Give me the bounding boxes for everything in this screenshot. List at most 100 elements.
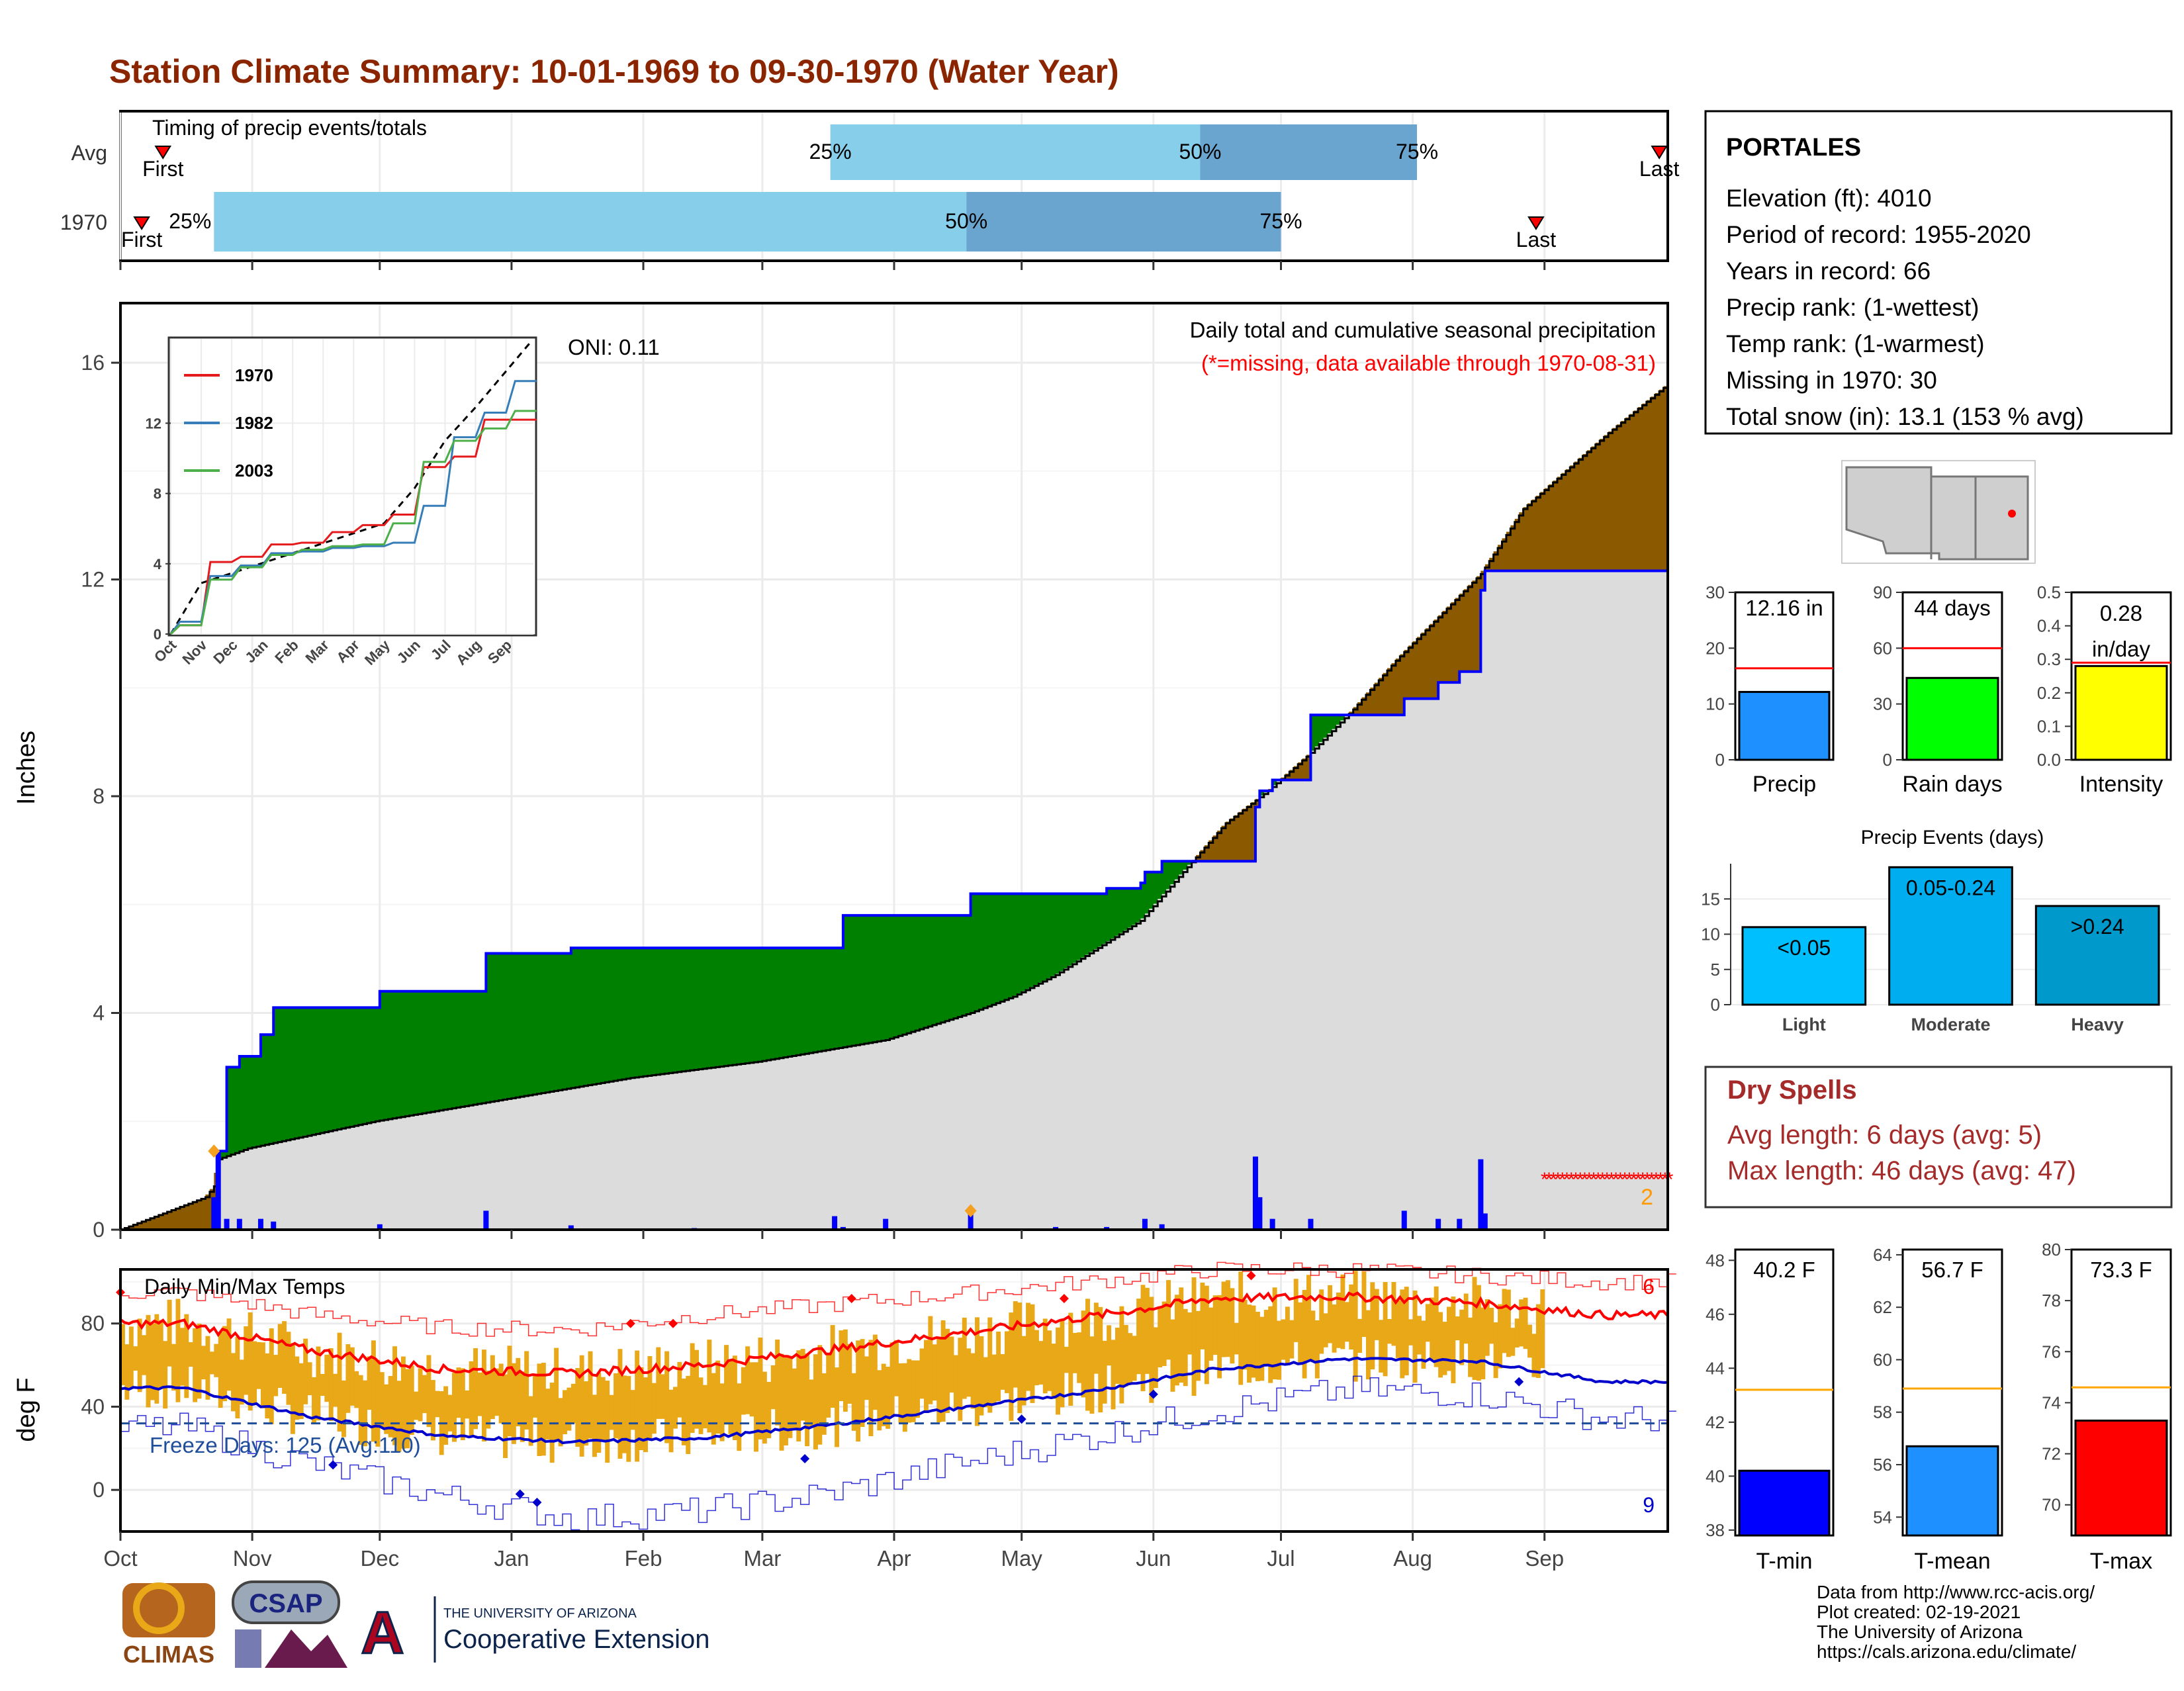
cumulative-diff-fill [1625, 417, 1630, 571]
daily-precip-bar [1104, 1226, 1110, 1230]
cumulative-diff-fill [503, 953, 508, 1099]
credits: Data from http://www.rcc-acis.org/ Plot … [1817, 1582, 2095, 1662]
csap-logo: CSAP [232, 1580, 347, 1668]
cumulative-diff-fill [1374, 682, 1379, 715]
cumulative-diff-fill [1451, 602, 1456, 683]
cumulative-diff-fill [345, 1007, 351, 1128]
cumulative-diff-fill [1633, 410, 1639, 571]
cumulative-diff-fill [584, 948, 589, 1086]
cumulative-base-fill [715, 1066, 721, 1230]
record-low-marker [1514, 1377, 1524, 1387]
daily-temp-bar [154, 1314, 159, 1404]
daily-temp-bar [1140, 1285, 1146, 1392]
temp-bar-tick-label: 42 [1706, 1412, 1725, 1432]
cumulative-diff-fill [1140, 883, 1146, 919]
cumulative-base-fill [282, 1140, 287, 1230]
cumulative-base-fill [605, 1081, 610, 1230]
cumulative-diff-fill [1085, 893, 1091, 955]
missing-day-marker: * [1657, 1169, 1664, 1191]
cumulative-diff-fill [533, 953, 538, 1095]
cumulative-base-fill [1081, 957, 1086, 1230]
daily-temp-bar [349, 1347, 355, 1406]
daily-temp-bar [932, 1344, 937, 1401]
cumulative-base-fill [1038, 982, 1044, 1230]
daily-temp-bar [919, 1348, 925, 1399]
temp-bar-value-label: 40.2 F [1753, 1257, 1815, 1282]
missing-day-marker: * [1608, 1169, 1615, 1191]
daily-temp-bar [839, 1330, 844, 1401]
cumulative-base-fill [1302, 780, 1307, 1230]
daily-temp-bar [358, 1375, 363, 1445]
cumulative-base-fill [1468, 671, 1473, 1230]
cumulative-diff-fill [1119, 888, 1124, 933]
cumulative-base-fill [1612, 571, 1617, 1230]
temp-ytick-label: 0 [93, 1478, 105, 1502]
daily-temp-bar [1047, 1330, 1052, 1391]
cumulative-base-fill [1107, 941, 1112, 1230]
daily-temp-bar [1034, 1330, 1039, 1386]
cumulative-diff-fill [588, 948, 593, 1085]
cumulative-diff-fill [621, 948, 627, 1079]
cumulative-base-fill [835, 1048, 840, 1230]
temp-panel: deg F 0 40 80 Oct Nov Dec Jan Feb Mar Apr May Jun J… [13, 1261, 1676, 1571]
cumulative-diff-fill [379, 991, 385, 1120]
cumulative-diff-fill [817, 948, 823, 1052]
cumulative-diff-fill [1629, 414, 1635, 571]
daily-temp-bar [1493, 1322, 1498, 1379]
daily-temp-bar [1498, 1304, 1502, 1369]
cumulative-diff-fill [1642, 403, 1647, 571]
daily-temp-bar [175, 1299, 181, 1402]
daily-temp-bar [1277, 1320, 1281, 1380]
cumulative-diff-fill [541, 953, 546, 1093]
cumulative-diff-fill [392, 991, 398, 1119]
cumulative-base-fill [1365, 715, 1371, 1230]
cumulative-diff-fill [1013, 893, 1018, 996]
mini-bar-category-label: Precip [1752, 772, 1816, 797]
daily-temp-bar [244, 1326, 249, 1395]
daily-temp-bar [363, 1380, 368, 1447]
daily-temp-bar [1484, 1299, 1490, 1356]
missing-day-marker: * [1635, 1169, 1643, 1191]
daily-temp-bar [252, 1341, 257, 1404]
cumulative-base-fill [1056, 974, 1061, 1230]
cumulative-diff-fill [1153, 872, 1158, 904]
temp-bar-value-label: 56.7 F [1921, 1257, 1983, 1282]
cumulative-diff-fill [1459, 593, 1465, 672]
daily-temp-bar [295, 1356, 300, 1420]
daily-precip-bar [1142, 1218, 1148, 1230]
daily-temp-bar [298, 1363, 304, 1420]
cumulative-base-fill [1408, 698, 1414, 1230]
daily-temp-bar [766, 1381, 772, 1439]
locator-map [1841, 460, 2036, 564]
timing-last-marker [1527, 216, 1545, 230]
daily-temp-bar [592, 1394, 597, 1457]
cumulative-base-fill [842, 1046, 848, 1230]
cumulative-diff-fill [958, 915, 963, 1017]
daily-temp-bar [1400, 1289, 1405, 1379]
cumulative-base-fill [1132, 925, 1137, 1230]
cumulative-diff-fill [320, 1007, 325, 1133]
daily-temp-bar [1259, 1316, 1265, 1381]
cumulative-diff-fill [1077, 893, 1082, 960]
daily-temp-bar [345, 1344, 351, 1413]
daily-temp-bar [889, 1342, 895, 1416]
cumulative-base-fill [537, 1093, 542, 1230]
events-bar [1888, 866, 2013, 1006]
cumulative-diff-fill [1357, 702, 1363, 715]
daily-temp-bar [1430, 1297, 1435, 1360]
cumulative-base-fill [1472, 671, 1477, 1230]
cumulative-base-fill [244, 1149, 249, 1230]
cumulative-diff-fill [563, 953, 568, 1089]
cumulative-base-fill [511, 1097, 516, 1230]
daily-temp-bar [1234, 1322, 1239, 1355]
precip-ytick-label: 8 [93, 784, 105, 808]
cumulative-diff-fill [1600, 439, 1605, 571]
cumulative-base-fill [452, 1108, 457, 1230]
timing-bar-25-50 [214, 192, 967, 251]
cumulative-base-fill [1034, 984, 1039, 1230]
cumulative-diff-fill [231, 1067, 236, 1154]
daily-temp-bar [1042, 1318, 1048, 1394]
cumulative-base-fill [1451, 682, 1456, 1230]
precip-panel: Inches ***************************** 048… [13, 302, 1674, 1242]
cumulative-base-fill [1268, 790, 1273, 1230]
